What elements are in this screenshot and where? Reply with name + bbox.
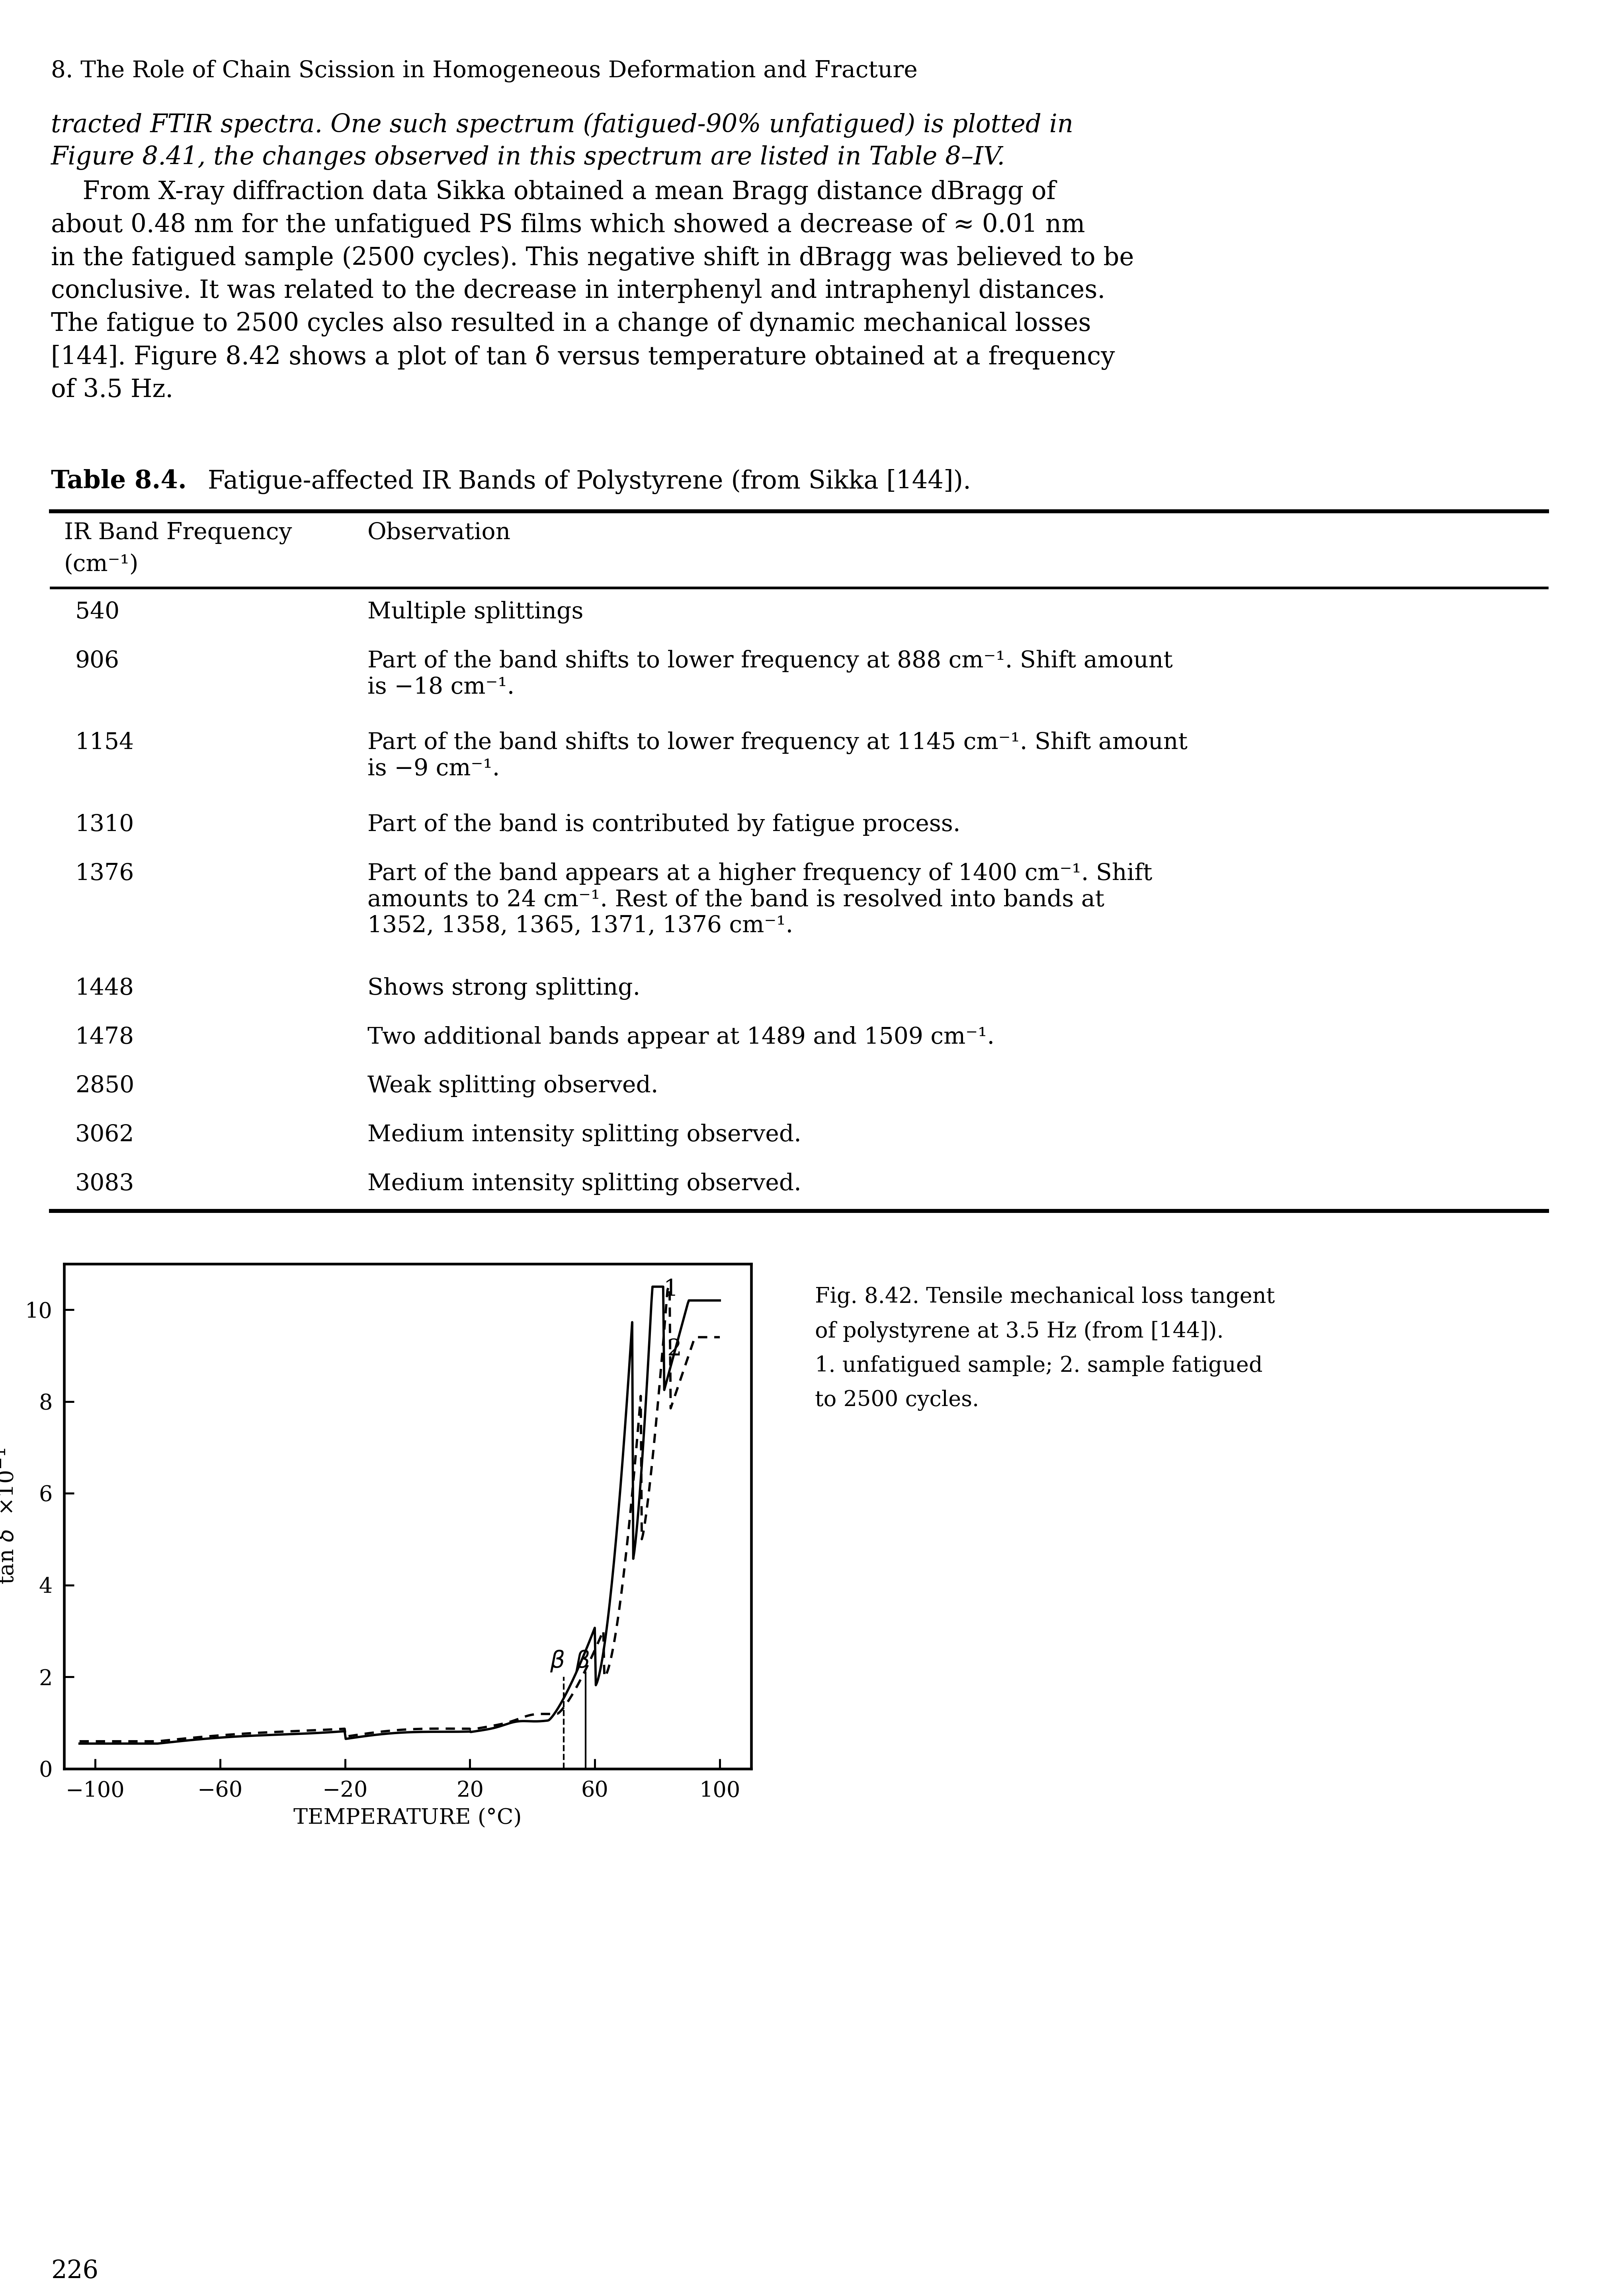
Text: Part of the band appears at a higher frequency of 1400 cm⁻¹. Shift
amounts to 24: Part of the band appears at a higher fre…	[368, 863, 1152, 937]
Text: 2850: 2850	[75, 1075, 134, 1097]
Text: Table 8.4.: Table 8.4.	[51, 468, 187, 494]
Text: conclusive. It was related to the decrease in interphenyl and intraphenyl distan: conclusive. It was related to the decrea…	[51, 278, 1106, 303]
Text: to 2500 cycles.: to 2500 cycles.	[815, 1389, 980, 1410]
Text: Part of the band is contributed by fatigue process.: Part of the band is contributed by fatig…	[368, 813, 960, 836]
Text: Shows strong splitting.: Shows strong splitting.	[368, 978, 641, 1001]
Text: [144]. Figure 8.42 shows a plot of tan δ versus temperature obtained at a freque: [144]. Figure 8.42 shows a plot of tan δ…	[51, 344, 1115, 370]
Text: Part of the band shifts to lower frequency at 1145 cm⁻¹. Shift amount
is −9 cm⁻¹: Part of the band shifts to lower frequen…	[368, 732, 1187, 781]
Text: 1154: 1154	[75, 732, 134, 753]
Text: Multiple splittings: Multiple splittings	[368, 602, 583, 625]
X-axis label: TEMPERATURE (°C): TEMPERATURE (°C)	[294, 1807, 521, 1828]
Text: tracted FTIR spectra. One such spectrum (fatigued-90% unfatigued) is plotted in: tracted FTIR spectra. One such spectrum …	[51, 113, 1074, 138]
Text: about 0.48 nm for the unfatigued PS films which showed a decrease of ≈ 0.01 nm: about 0.48 nm for the unfatigued PS film…	[51, 214, 1085, 236]
Text: Part of the band shifts to lower frequency at 888 cm⁻¹. Shift amount
is −18 cm⁻¹: Part of the band shifts to lower frequen…	[368, 650, 1173, 698]
Text: Two additional bands appear at 1489 and 1509 cm⁻¹.: Two additional bands appear at 1489 and …	[368, 1026, 994, 1049]
Text: Medium intensity splitting observed.: Medium intensity splitting observed.	[368, 1173, 802, 1196]
Text: 2: 2	[666, 1339, 681, 1359]
Text: 540: 540	[75, 602, 120, 622]
Text: 1. unfatigued sample; 2. sample fatigued: 1. unfatigued sample; 2. sample fatigued	[815, 1355, 1262, 1378]
Text: 1: 1	[663, 1279, 678, 1300]
Text: 8. The Role of Chain Scission in Homogeneous Deformation and Fracture: 8. The Role of Chain Scission in Homogen…	[51, 60, 917, 83]
Text: The fatigue to 2500 cycles also resulted in a change of dynamic mechanical losse: The fatigue to 2500 cycles also resulted…	[51, 312, 1091, 338]
Text: 1310: 1310	[75, 813, 134, 836]
Text: 226: 226	[51, 2259, 99, 2285]
Y-axis label: tan $\delta$  ×10$^{-1}$: tan $\delta$ ×10$^{-1}$	[0, 1449, 18, 1584]
Text: 1376: 1376	[75, 863, 134, 884]
Text: Medium intensity splitting observed.: Medium intensity splitting observed.	[368, 1123, 802, 1146]
Text: $\beta$: $\beta$	[550, 1649, 564, 1674]
Text: of polystyrene at 3.5 Hz (from [144]).: of polystyrene at 3.5 Hz (from [144]).	[815, 1320, 1224, 1343]
Text: 1478: 1478	[75, 1026, 134, 1049]
Text: 3083: 3083	[75, 1173, 134, 1194]
Text: in the fatigued sample (2500 cycles). This negative shift in dBragg was believed: in the fatigued sample (2500 cycles). Th…	[51, 246, 1135, 271]
Text: From X-ray diffraction data Sikka obtained a mean Bragg distance dBragg of: From X-ray diffraction data Sikka obtain…	[51, 179, 1056, 204]
Text: 3062: 3062	[75, 1123, 134, 1146]
Text: (cm⁻¹): (cm⁻¹)	[64, 553, 139, 576]
Text: $\beta$: $\beta$	[575, 1649, 590, 1674]
Text: Fatigue-affected IR Bands of Polystyrene (from Sikka [144]).: Fatigue-affected IR Bands of Polystyrene…	[200, 468, 972, 494]
Text: Observation: Observation	[368, 521, 511, 544]
Text: 1448: 1448	[75, 978, 134, 999]
Text: Fig. 8.42. Tensile mechanical loss tangent: Fig. 8.42. Tensile mechanical loss tange…	[815, 1286, 1275, 1309]
Text: 906: 906	[75, 650, 120, 673]
Text: of 3.5 Hz.: of 3.5 Hz.	[51, 379, 174, 402]
Text: Figure 8.41, the changes observed in this spectrum are listed in Table 8–IV.: Figure 8.41, the changes observed in thi…	[51, 145, 1005, 170]
Text: IR Band Frequency: IR Band Frequency	[64, 521, 292, 544]
Text: Weak splitting observed.: Weak splitting observed.	[368, 1075, 658, 1097]
